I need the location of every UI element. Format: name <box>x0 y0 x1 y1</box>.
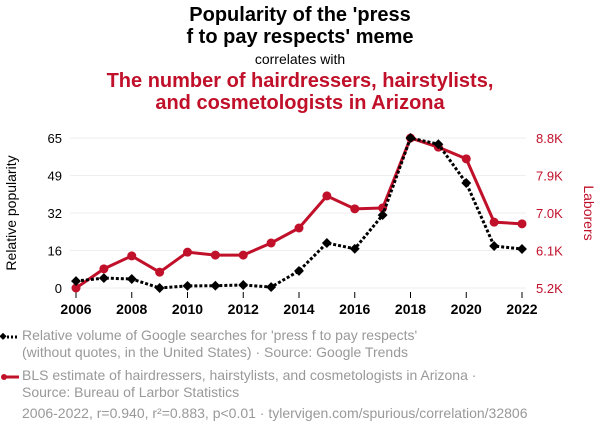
y-right-tick-label: 8.8K <box>536 131 563 146</box>
series-1-point <box>405 133 416 143</box>
x-tick-label: 2012 <box>228 301 259 317</box>
y-left-tick-label: 65 <box>48 131 62 146</box>
title-line: Popularity of the 'press <box>189 4 411 26</box>
series-2-point <box>155 267 165 277</box>
x-tick-label: 2014 <box>283 301 314 317</box>
footnote: 2006-2022, r=0.940, r²=0.883, p<0.01 · t… <box>22 405 528 421</box>
series-1-point <box>294 265 304 276</box>
series-1-point <box>461 178 472 188</box>
chart-subtitle: The number of hairdressers, hairstylists… <box>0 70 600 114</box>
series-1-point <box>210 280 221 291</box>
y-left-tick-label: 49 <box>48 169 62 184</box>
series-1-point <box>433 139 444 150</box>
series-2-point <box>461 154 471 164</box>
series-2-point <box>266 238 276 248</box>
y-left-tick-label: 16 <box>48 244 62 259</box>
series-1-point <box>321 238 332 248</box>
legend-circle-icon <box>1 374 7 380</box>
series-1-line <box>75 136 523 290</box>
y-right-tick-label: 6.1K <box>536 244 563 259</box>
series-2-point <box>99 264 109 274</box>
y-left-tick-label: 0 <box>55 281 62 296</box>
series-2-point <box>127 251 137 261</box>
series-1-point <box>266 282 277 293</box>
series-1-point <box>349 243 360 254</box>
subtitle-line: and cosmetologists in Arizona <box>155 92 445 114</box>
y-left-tick-label: 32 <box>48 206 62 221</box>
series-1-point <box>377 210 388 221</box>
series-2-point <box>489 217 499 227</box>
x-tick-label: 2020 <box>451 301 482 317</box>
series-1-point <box>154 283 165 293</box>
series-1-point <box>182 280 193 291</box>
legend-text: Source: Bureau of Larbor Statistics <box>22 384 240 400</box>
correlates-label: correlates with <box>254 51 346 67</box>
series-1-point <box>126 274 137 284</box>
series-2-point <box>183 247 192 257</box>
series-2-point <box>210 250 220 260</box>
legend-text: BLS estimate of hairdressers, hairstylis… <box>22 367 477 383</box>
x-tick-label: 2006 <box>60 301 91 317</box>
x-tick-label: 2016 <box>339 301 370 317</box>
legend-series-2: BLS estimate of hairdressers, hairstylis… <box>22 367 476 401</box>
y-right-axis-label: Laborers <box>581 185 597 240</box>
legend-text: (without quotes, in the United States) ·… <box>22 344 408 360</box>
chart-plot: 0 5.2K 16 6.1K 32 7.0K 49 7.9K 65 8.8K 2006 2008 201… <box>3 131 597 317</box>
x-tick-label: 2008 <box>116 301 147 317</box>
chart-title: Popularity of the 'press f to pay respect… <box>0 4 600 48</box>
series-2-point <box>294 223 304 233</box>
series-2-point <box>71 283 81 293</box>
x-tick-label: 2018 <box>395 301 426 317</box>
series-2-point <box>517 219 527 229</box>
series-2-point <box>238 250 248 260</box>
series-2-point <box>350 204 360 214</box>
x-tick-label: 2010 <box>172 301 203 317</box>
legend-diamond-icon <box>0 332 7 340</box>
series-1-point <box>238 280 249 290</box>
legend-text: Relative volume of Google searches for '… <box>22 327 418 343</box>
y-right-tick-label: 7.0K <box>536 206 563 221</box>
legend-series-1: Relative volume of Google searches for '… <box>22 327 417 361</box>
series-2-point <box>322 191 332 201</box>
series-1-point <box>98 273 109 284</box>
y-left-axis-label: Relative popularity <box>3 155 19 270</box>
subtitle-line: The number of hairdressers, hairstylists… <box>106 70 494 92</box>
y-right-tick-label: 7.9K <box>536 169 563 184</box>
y-right-tick-label: 5.2K <box>536 281 563 296</box>
legend-markers <box>0 332 19 380</box>
x-tick-label: 2022 <box>506 301 537 317</box>
series-1-point <box>489 241 500 251</box>
series-1-point <box>517 244 527 254</box>
title-line: f to pay respects' meme <box>186 26 414 48</box>
